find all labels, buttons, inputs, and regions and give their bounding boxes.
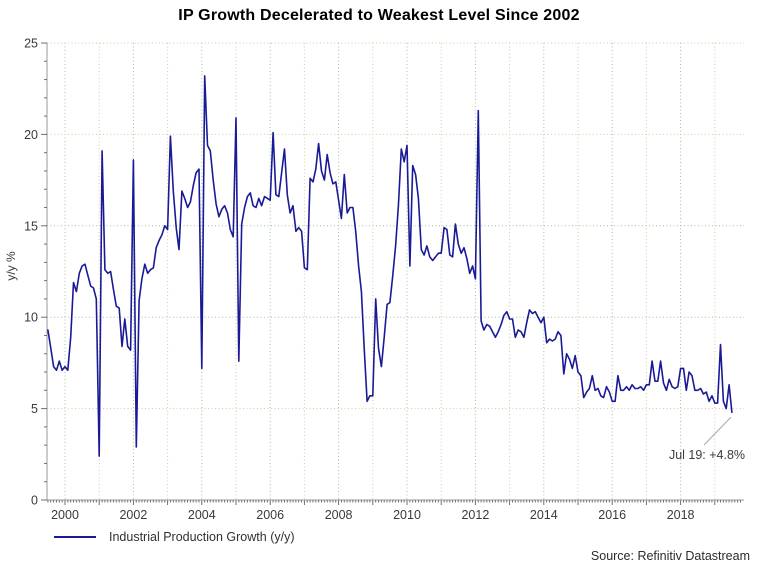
x-tick-label: 2010 (393, 508, 421, 522)
x-tick-label: 2016 (598, 508, 626, 522)
y-tick-label: 0 (31, 494, 38, 508)
x-tick-label: 2006 (256, 508, 284, 522)
y-tick-label: 20 (24, 128, 38, 142)
y-axis-title: y/y % (4, 251, 18, 281)
y-tick-label: 10 (24, 311, 38, 325)
ip-growth-series-line (47, 75, 733, 457)
y-tick-label: 15 (24, 219, 38, 233)
x-tick-label: 2008 (325, 508, 353, 522)
legend: Industrial Production Growth (y/y) (54, 530, 295, 544)
x-tick-label: 2002 (119, 508, 147, 522)
legend-line-swatch (54, 536, 96, 538)
y-tick-label: 25 (24, 37, 38, 51)
x-tick-label: 2018 (667, 508, 695, 522)
x-tick-label: 2012 (461, 508, 489, 522)
x-tick-label: 2004 (188, 508, 216, 522)
annotation-label: Jul 19: +4.8% (669, 448, 745, 462)
x-tick-label: 2014 (530, 508, 558, 522)
y-tick-label: 5 (31, 402, 38, 416)
legend-label: Industrial Production Growth (y/y) (109, 530, 295, 544)
x-tick-label: 2000 (51, 508, 79, 522)
annotation-callout-line (703, 416, 732, 446)
chart-title: IP Growth Decelerated to Weakest Level S… (178, 7, 580, 24)
source-note: Source: Refinitiv Datastream (590, 549, 750, 563)
